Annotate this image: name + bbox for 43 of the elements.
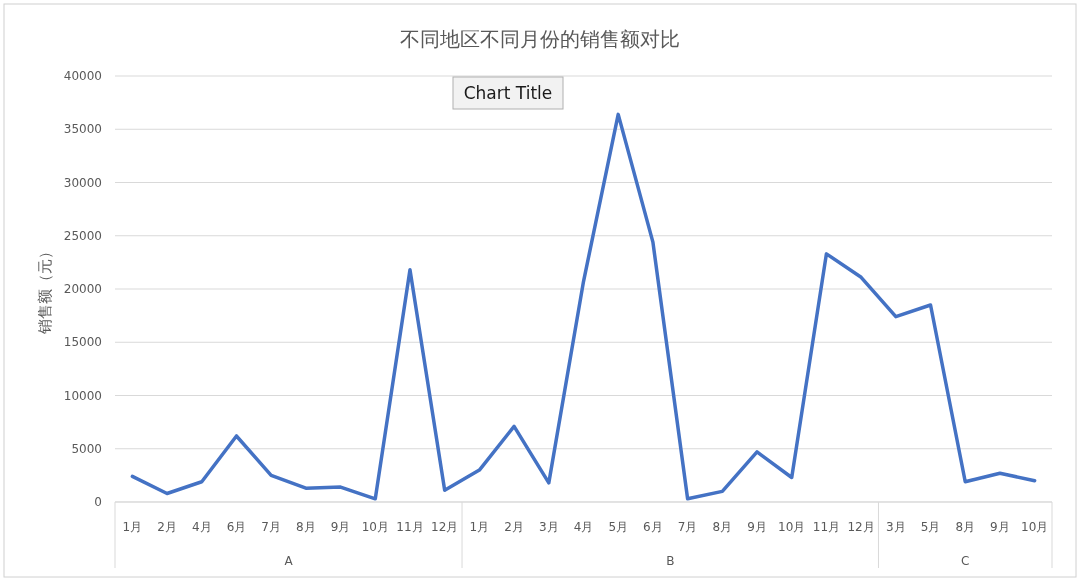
x-tick-label: 9月 <box>330 520 351 534</box>
y-tick-label: 25000 <box>63 228 102 243</box>
tooltip: Chart Title <box>452 76 564 110</box>
y-tick-label: 20000 <box>63 282 102 296</box>
y-tick-label: 15000 <box>63 335 102 350</box>
x-tick-label: 12月 <box>431 520 459 534</box>
x-tick-label: 1月 <box>122 520 143 534</box>
x-tick-label: 11月 <box>396 520 424 534</box>
y-tick-label: 30000 <box>63 175 102 190</box>
x-tick-label: 10月 <box>1021 520 1049 534</box>
x-tick-label: 1月 <box>469 520 490 534</box>
x-tick-label: 10月 <box>778 520 806 534</box>
x-tick-label: 10月 <box>361 520 389 534</box>
y-tick-label: 5000 <box>71 441 102 456</box>
x-tick-label: 12月 <box>847 520 875 534</box>
x-tick-label: 3月 <box>538 520 559 534</box>
x-tick-label: 6月 <box>643 520 663 534</box>
title: 不同地区不同月份的销售额对比 <box>400 27 680 51</box>
y-tick-label: 40000 <box>63 69 102 83</box>
x-tick-label: 5月 <box>608 520 629 534</box>
x-tick-label: 7月 <box>261 520 281 534</box>
x-tick-label: 7月 <box>677 520 698 534</box>
annotation: Chart Title <box>463 83 553 103</box>
text: C <box>961 554 970 568</box>
x-tick-label: 3月 <box>886 520 906 534</box>
text: B <box>666 554 675 568</box>
x-tick-label: 5月 <box>920 520 941 534</box>
x-tick-label: 2月 <box>504 520 524 534</box>
text: A <box>284 554 293 568</box>
y-tick-label: 10000 <box>63 388 102 403</box>
x-tick-label: 9月 <box>747 520 767 534</box>
x-tick-label: 2月 <box>157 520 177 534</box>
ylabel: 销售额（元） <box>36 244 54 334</box>
x-tick-label: 6月 <box>226 520 247 534</box>
x-tick-label: 9月 <box>990 520 1010 534</box>
x-tick-label: 8月 <box>712 520 733 534</box>
x-tick-label: 8月 <box>296 520 316 534</box>
y-tick-label: 0 <box>94 495 102 509</box>
x-tick-label: 11月 <box>812 520 841 534</box>
x-tick-label: 4月 <box>191 520 212 534</box>
x-tick-label: 4月 <box>573 520 594 534</box>
x-tick-label: 8月 <box>955 520 976 534</box>
y-tick-label: 35000 <box>63 122 102 137</box>
